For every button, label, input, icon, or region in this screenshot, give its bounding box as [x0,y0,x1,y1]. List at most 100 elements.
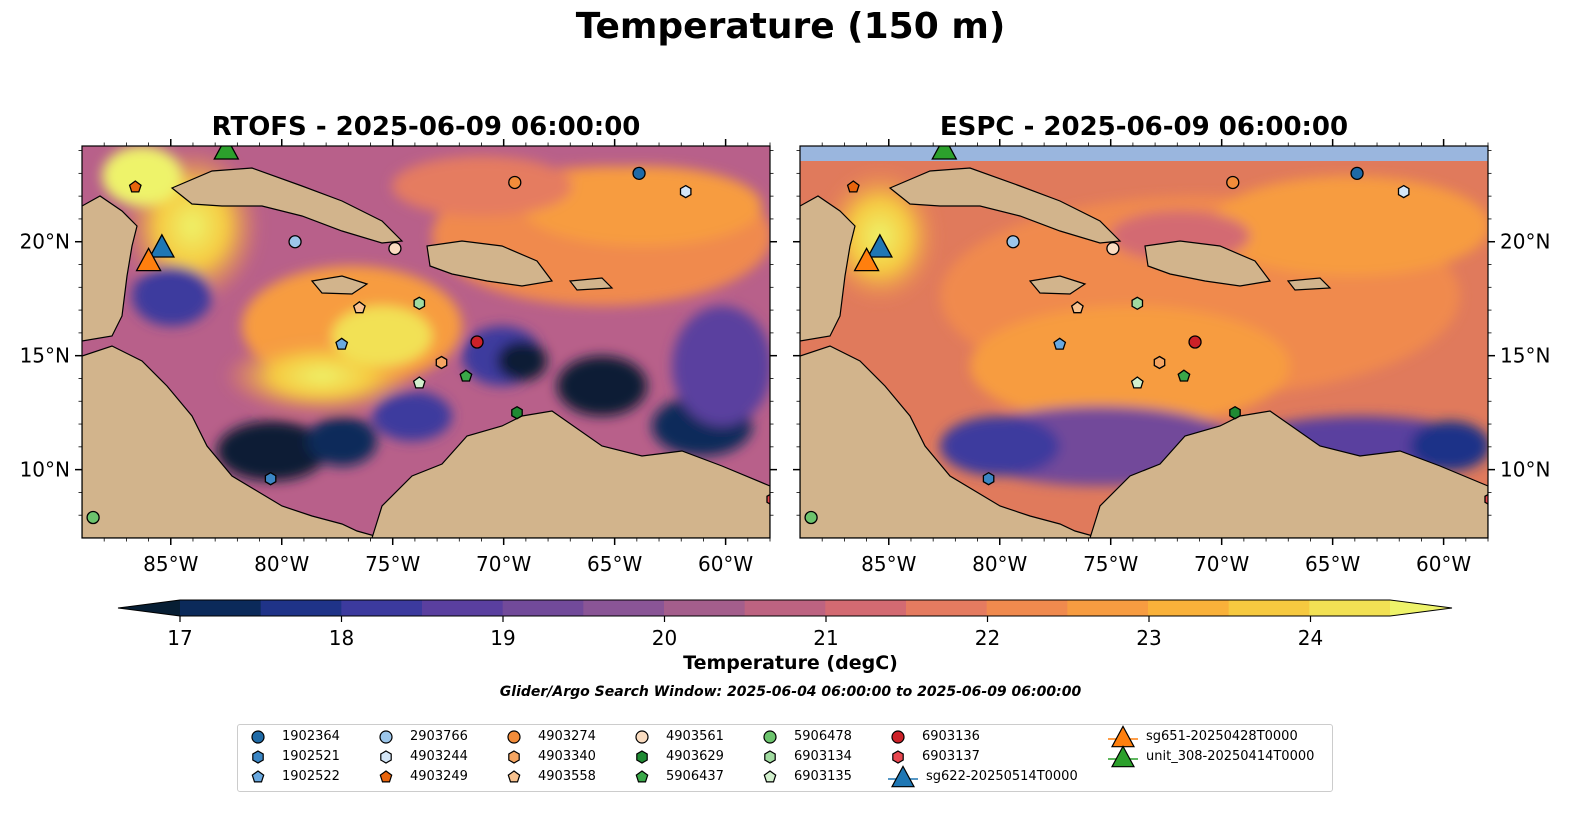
lon-tick-label: 75°W [1083,552,1138,576]
marker-4903561 [1106,241,1120,256]
colorbar-tick-label: 21 [813,626,838,650]
circle-icon [251,730,265,744]
legend-label: 6903135 [794,769,852,784]
marker-6903135 [412,376,426,389]
marker-4903558 [352,300,366,314]
colorbar-tick-label: 22 [975,626,1000,650]
pentagon-icon [379,770,393,783]
rtofs-map [82,146,770,538]
search-window-label: Glider/Argo Search Window: 2025-06-04 06… [499,684,1082,700]
triangle-icon [888,765,918,788]
legend-label: 4903558 [538,769,596,784]
colorbar-tick-label: 24 [1298,626,1323,650]
marker-4903629 [1229,405,1241,420]
espc-map [800,146,1488,538]
marker-4903249 [846,180,860,193]
lon-tick-label: 85°W [861,552,916,576]
triangle-icon [1108,745,1138,768]
lon-tick-label: 60°W [1416,552,1471,576]
pentagon-icon [635,770,649,783]
lon-tick-label: 70°W [1194,552,1249,576]
lon-tick-label: 70°W [476,552,531,576]
legend-label: 4903274 [538,729,596,744]
marker-4903274 [508,175,522,190]
lat-tick-label: 10°N [20,458,70,482]
marker-unit_308-20250414T0000 [213,146,240,160]
marker-unit_308-20250414T0000 [931,146,958,160]
marker-1902364 [632,166,646,180]
legend-label: 6903136 [922,729,980,744]
circle-icon [507,730,521,744]
marker-sg622-20250514T0000 [866,233,893,258]
legend-label: 4903244 [410,749,468,764]
colorbar-tick-label: 20 [652,626,677,650]
marker-6903134 [1131,296,1144,311]
colorbar-tick-label: 23 [1136,626,1161,650]
marker-4903249 [128,180,142,193]
lat-tick-label: 20°N [1500,230,1550,254]
marker-4903274 [1226,175,1240,190]
marker-sg651-20250428T0000 [135,247,162,272]
lat-tick-label: 10°N [1500,458,1550,482]
lon-tick-label: 75°W [365,552,420,576]
pentagon-icon [763,770,777,783]
marker-1902364 [1350,166,1364,180]
marker-6903135 [1130,376,1144,389]
pentagon-icon [251,770,265,783]
colorbar-label: Temperature (degC) [683,652,898,674]
legend-label: 4903340 [538,749,596,764]
legend-label: 1902521 [282,749,340,764]
colorbar-tick-label: 18 [329,626,354,650]
legend: 1902364 1902521 1902522 2903766 4903244 49032… [237,724,1333,792]
marker-sg651-20250428T0000 [853,247,880,272]
circle-icon [891,730,905,744]
lat-tick-label: 20°N [20,230,70,254]
lat-tick-label: 15°N [20,344,70,368]
circle-icon [635,730,649,744]
marker-5906437 [1177,369,1191,382]
legend-label: 6903137 [922,749,980,764]
marker-2903766 [1006,235,1020,249]
circle-icon [763,730,777,744]
hexagon-icon [764,750,776,764]
hexagon-icon [636,750,648,764]
marker-4903340 [435,355,448,370]
legend-label: 2903766 [410,729,468,744]
marker-4903629 [511,405,523,420]
marker-1902522 [1053,337,1067,350]
marker-6903137 [1484,493,1488,505]
legend-label: unit_308-20250414T0000 [1146,749,1315,764]
legend-label: 1902522 [282,769,340,784]
marker-6903136 [1188,335,1202,349]
legend-label: 5906437 [666,769,724,784]
legend-label: sg651-20250428T0000 [1146,729,1298,744]
legend-label: 1902364 [282,729,340,744]
hexagon-icon [508,750,520,764]
marker-4903340 [1153,355,1166,370]
colorbar: 17 18 19 20 21 22 23 24 [117,599,1453,650]
marker-sg622-20250514T0000 [148,233,175,258]
marker-4903558 [1070,300,1084,314]
legend-label: 4903249 [410,769,468,784]
figure-title: Temperature (150 m) [575,6,1006,47]
marker-1902521 [264,471,277,486]
colorbar-tick-label: 19 [490,626,515,650]
legend-label: 4903629 [666,749,724,764]
lon-tick-label: 80°W [254,552,309,576]
colorbar-tick-label: 17 [167,626,192,650]
marker-1902522 [335,337,349,350]
lon-tick-label: 65°W [587,552,642,576]
lon-tick-label: 60°W [698,552,753,576]
marker-5906437 [459,369,473,382]
lon-tick-label: 65°W [1305,552,1360,576]
lon-tick-label: 85°W [143,552,198,576]
marker-2903766 [288,235,302,249]
lat-tick-label: 15°N [1500,344,1550,368]
rtofs-panel-title: RTOFS - 2025-06-09 06:00:00 [211,112,641,142]
marker-5906478 [86,510,100,525]
espc-panel-title: ESPC - 2025-06-09 06:00:00 [939,112,1349,142]
marker-1902521 [982,471,995,486]
marker-6903137 [766,493,770,505]
hexagon-icon [252,750,264,764]
